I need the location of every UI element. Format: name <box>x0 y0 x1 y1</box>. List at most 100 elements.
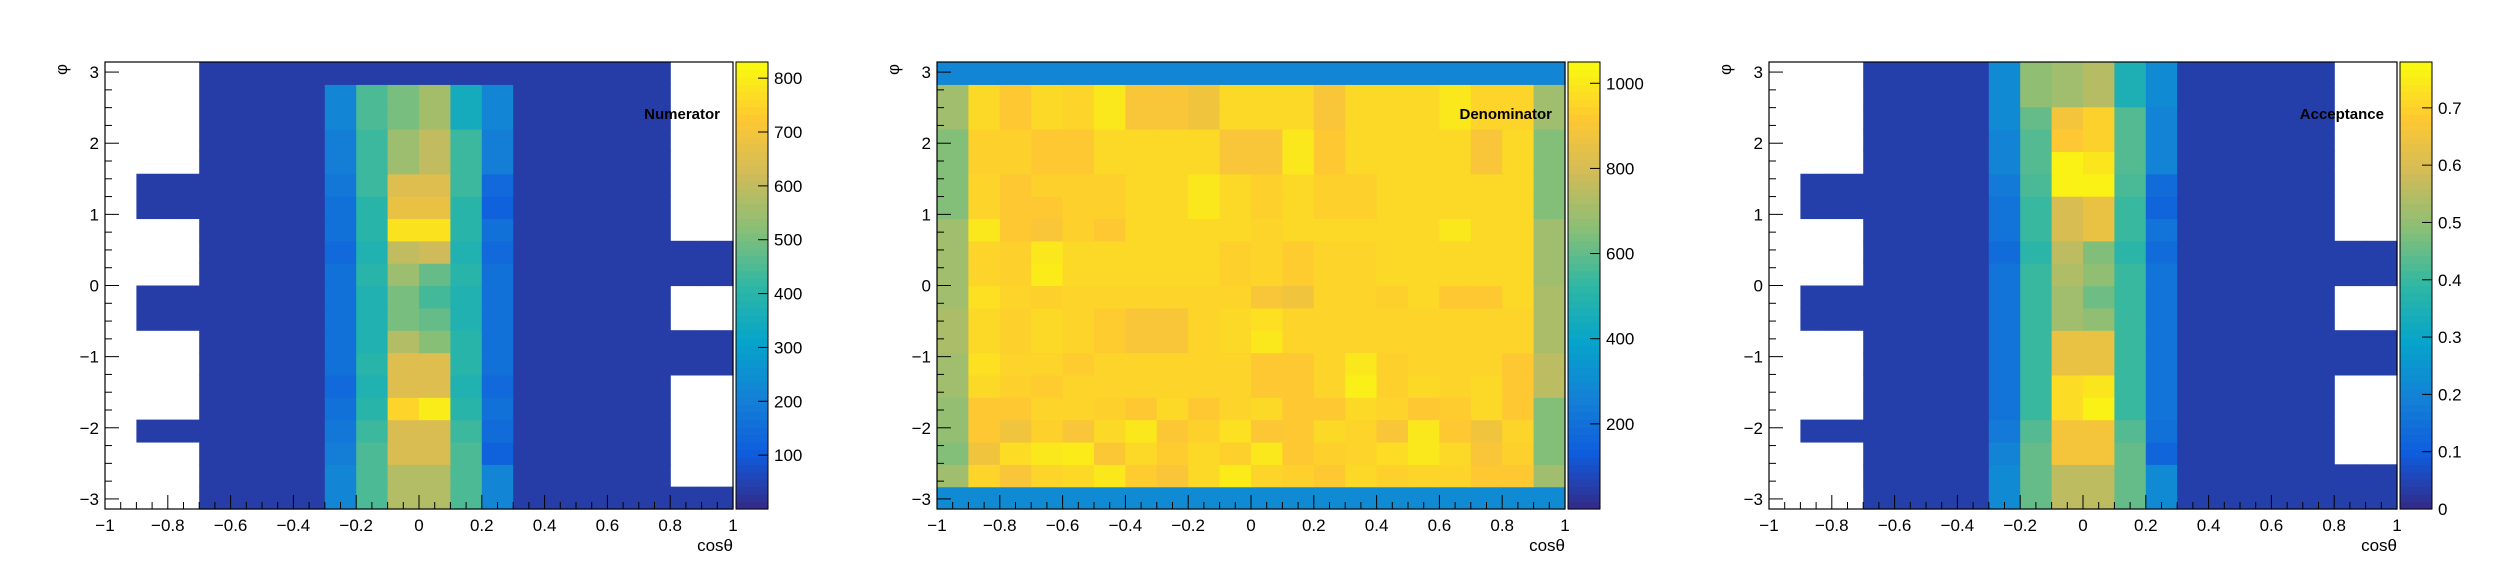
heatmap-cell <box>1533 196 1566 220</box>
heatmap-cell <box>576 374 608 398</box>
heatmap-cell <box>450 397 483 421</box>
heatmap-cell <box>1156 374 1189 398</box>
heatmap-cell <box>1282 441 1315 465</box>
heatmap-cell <box>1800 419 1833 443</box>
heatmap-cell <box>1863 84 1896 108</box>
heatmap-cell <box>1062 307 1095 331</box>
heatmap-cell <box>2271 173 2304 197</box>
heatmap-cell <box>419 352 451 376</box>
color-scale-segment <box>1568 91 1600 100</box>
color-scale-segment <box>1568 203 1600 212</box>
heatmap-cell <box>2051 84 2084 108</box>
heatmap-cell <box>2240 129 2272 152</box>
heatmap-cell <box>968 486 1001 510</box>
heatmap-cell <box>419 285 451 309</box>
color-scale-segment <box>2400 270 2432 279</box>
heatmap-cell <box>670 330 703 354</box>
heatmap-cell <box>638 62 671 85</box>
heatmap-cell <box>1988 330 2021 354</box>
heatmap-cell <box>638 240 671 264</box>
color-scale-segment <box>1568 292 1600 301</box>
heatmap-cell <box>2240 285 2272 309</box>
heatmap-cell <box>1470 218 1503 242</box>
heatmap-cell <box>1926 397 1958 421</box>
heatmap-cell <box>1533 419 1566 443</box>
color-scale-segment <box>1568 494 1600 503</box>
heatmap-cell <box>1957 240 1990 264</box>
heatmap-cell <box>1926 196 1958 220</box>
heatmap-cell <box>1345 218 1378 242</box>
heatmap-cell <box>356 129 389 152</box>
heatmap-cell <box>1125 374 1158 398</box>
heatmap-cell <box>1219 196 1252 220</box>
heatmap-cell <box>419 151 451 175</box>
heatmap-cell <box>1376 441 1409 465</box>
heatmap-cell <box>1863 307 1896 331</box>
color-scale-segment <box>736 292 768 301</box>
color-scale-segment <box>736 382 768 391</box>
color-scale-segment <box>736 233 768 242</box>
heatmap-cell <box>2145 464 2178 488</box>
heatmap-cell <box>262 196 294 220</box>
heatmap-cell <box>968 240 1001 264</box>
heatmap-cell <box>544 441 577 465</box>
heatmap-cell <box>1502 397 1535 421</box>
heatmap-cell <box>2051 352 2084 376</box>
heatmap-cell <box>1863 62 1896 85</box>
z-tick-label: 400 <box>1606 330 1634 349</box>
heatmap-cell <box>937 419 969 443</box>
heatmap-cell <box>1502 374 1535 398</box>
heatmap-cell <box>2083 263 2115 287</box>
heatmap-cell <box>167 173 200 197</box>
heatmap-cell <box>1470 441 1503 465</box>
heatmap-cell <box>1408 84 1440 108</box>
heatmap-cell <box>544 129 577 152</box>
heatmap-cell <box>1894 173 1927 197</box>
heatmap-cell <box>293 285 326 309</box>
heatmap-cell <box>1894 218 1927 242</box>
heatmap-cell <box>513 285 546 309</box>
heatmap-cell <box>2208 285 2241 309</box>
color-scale-segment <box>736 315 768 324</box>
heatmap-cell <box>638 218 671 242</box>
heatmap-cell <box>2208 464 2241 488</box>
heatmap-cell <box>230 486 263 510</box>
heatmap-cell <box>387 486 420 510</box>
color-scale-segment <box>1568 479 1600 488</box>
heatmap-cell <box>356 352 389 376</box>
z-tick-label: 400 <box>774 285 802 304</box>
heatmap-cell <box>2020 106 2053 130</box>
heatmap-cell <box>324 62 357 85</box>
heatmap-cell <box>1282 240 1315 264</box>
heatmap-cell <box>2208 263 2241 287</box>
heatmap-cell <box>1408 464 1440 488</box>
heatmap-cell <box>199 84 232 108</box>
z-tick-label: 0.2 <box>2438 385 2462 404</box>
color-scale-segment <box>1568 337 1600 346</box>
x-axis-label: cosθ <box>697 536 733 555</box>
x-tick-label: 0.4 <box>2197 516 2221 535</box>
heatmap-cell <box>2271 285 2304 309</box>
heatmap-cell <box>1863 196 1896 220</box>
heatmap-cell <box>1219 441 1252 465</box>
heatmap-cell <box>2208 196 2241 220</box>
heatmap-cell <box>199 486 232 510</box>
color-scale-segment <box>736 84 768 93</box>
heatmap-cell <box>2365 464 2398 488</box>
x-tick-label: 0.2 <box>2134 516 2158 535</box>
color-scale-segment <box>2400 99 2432 108</box>
heatmap-cell <box>387 151 420 175</box>
heatmap-cell <box>1345 441 1378 465</box>
color-scale-segment <box>736 278 768 287</box>
heatmap-cell <box>199 129 232 152</box>
heatmap-cell <box>1502 84 1535 108</box>
heatmap-cell <box>262 352 294 376</box>
acceptance-panel: −1 −0.8 −0.6 −0.4 −0.2 0 0.2 0.4 0.6 0.8 1 −3 −2 −1 0 1… <box>1664 0 2496 572</box>
heatmap-cell <box>2114 62 2147 85</box>
heatmap-cell <box>1125 240 1158 264</box>
color-scale-segment <box>736 345 768 354</box>
color-scale-segment <box>736 449 768 458</box>
color-scale-segment <box>1568 114 1600 123</box>
color-scale-segment <box>2400 479 2432 488</box>
heatmap-cell <box>937 196 969 220</box>
